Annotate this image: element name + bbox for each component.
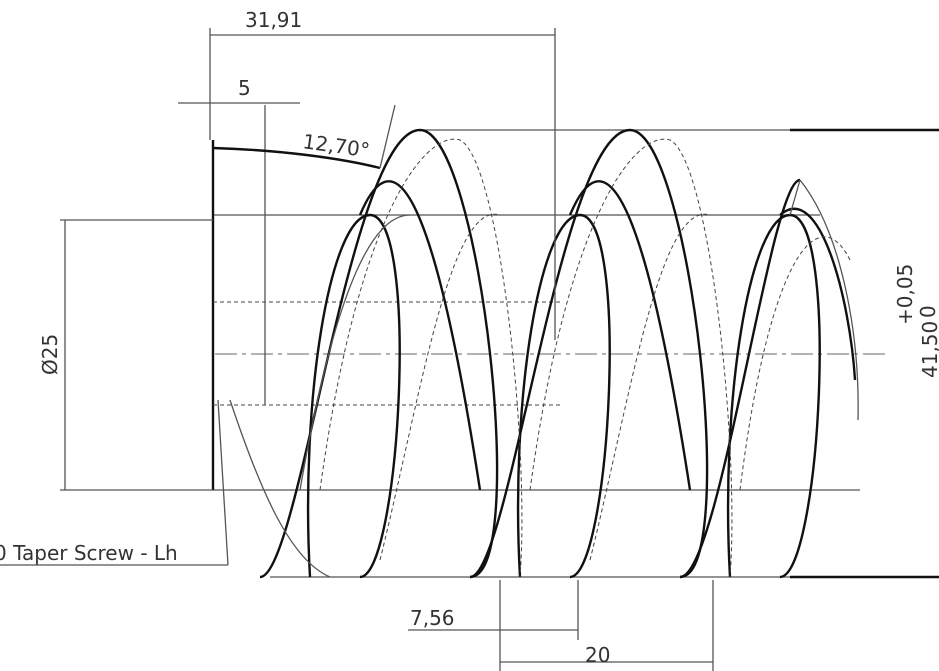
- dimension-label: 20: [585, 643, 610, 667]
- dimension-label: Ø25: [38, 334, 62, 375]
- drawing-line: [469, 128, 709, 579]
- drawing-line: [679, 178, 801, 579]
- tolerance-upper: +0,05: [893, 264, 917, 325]
- drawing-line: [217, 399, 229, 566]
- dimension-label: 12,70°: [301, 129, 371, 162]
- tolerance-lower: 0: [916, 305, 939, 318]
- drawing-line: [319, 138, 523, 578]
- drawing-line: [789, 179, 859, 421]
- drawing-line: [529, 138, 733, 578]
- callout: 0 Taper Screw - Lh: [0, 541, 178, 565]
- drawing-line: [212, 146, 381, 170]
- geometry: [0, 28, 939, 671]
- drawing-line: [568, 180, 692, 491]
- drawing-line: [259, 128, 499, 579]
- dimension-label: 7,56: [410, 606, 455, 630]
- dimension-label: 31,91: [245, 8, 302, 32]
- drawing-line: [516, 213, 611, 579]
- drawing-line: [379, 104, 396, 169]
- drawing-line: [306, 213, 401, 579]
- dimension-label: 5: [238, 76, 251, 100]
- drawing-line: [726, 213, 821, 579]
- drawing-line: [358, 180, 482, 491]
- drawing-line: [739, 236, 851, 491]
- drawing-line: [299, 214, 411, 491]
- dimension-label: 41,50: [918, 321, 939, 378]
- drawing-line: [779, 207, 857, 381]
- drawing-line: [229, 128, 859, 579]
- drawing-line: [229, 399, 331, 578]
